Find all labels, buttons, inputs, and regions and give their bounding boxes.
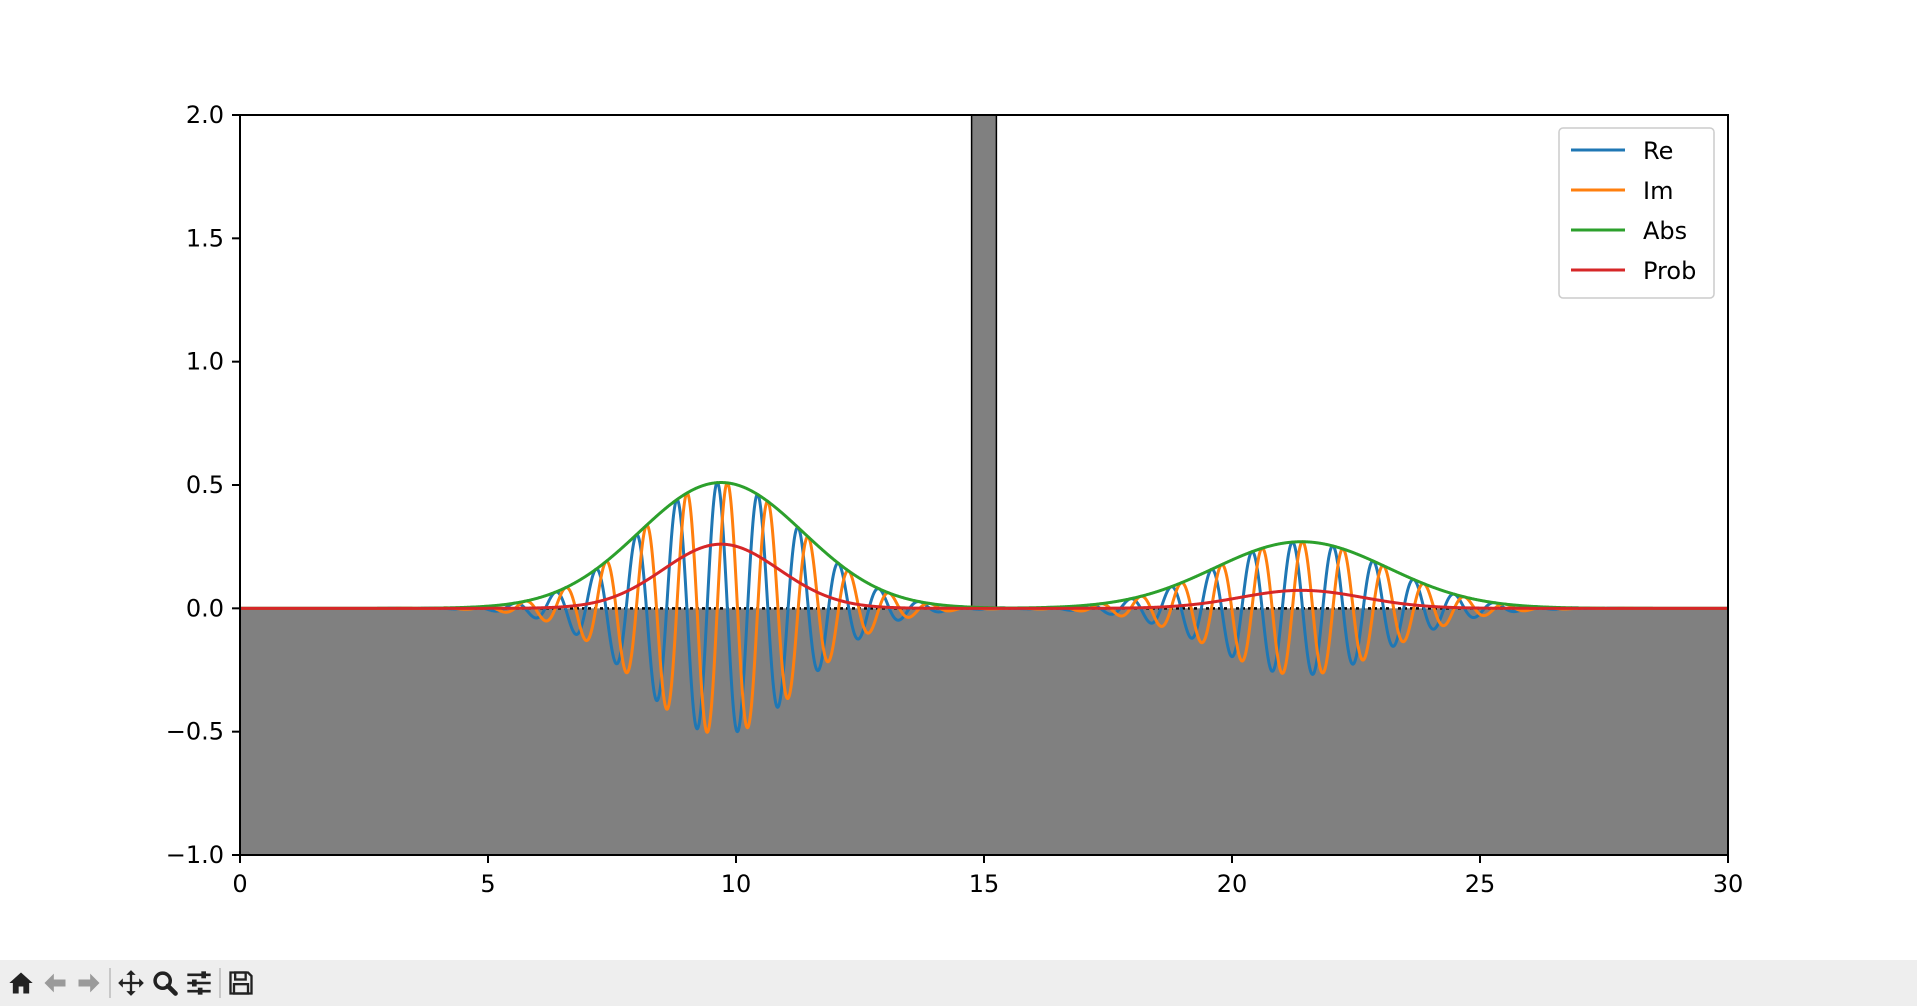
zoom-icon xyxy=(153,971,178,996)
back-button[interactable] xyxy=(38,963,72,1003)
ticks-layer: 0 5 10 15 20 25 30 −1.0 −0.5 0.0 0.5 1.0 1.5 2.0 xyxy=(166,101,1744,898)
x-tick-label: 10 xyxy=(721,870,752,898)
legend-label-re: Re xyxy=(1643,137,1673,165)
toolbar-separator xyxy=(219,968,221,998)
home-icon xyxy=(9,972,33,994)
figure: 0 5 10 15 20 25 30 −1.0 −0.5 0.0 0.5 1.0 1.5 2.0 Re Im… xyxy=(165,101,1744,898)
legend-box xyxy=(1558,127,1715,299)
save-icon xyxy=(229,971,253,995)
x-tick-label: 30 xyxy=(1713,870,1744,898)
x-tick-label: 0 xyxy=(232,870,247,898)
y-tick-label: 1.0 xyxy=(186,348,224,376)
forward-icon xyxy=(78,973,100,993)
legend-label-im: Im xyxy=(1643,177,1673,205)
y-tick-label: 1.5 xyxy=(186,224,224,252)
series-prob-line xyxy=(240,542,1728,610)
series-layer xyxy=(240,481,1728,734)
back-icon xyxy=(44,973,66,993)
pan-icon xyxy=(118,970,144,996)
x-tick-label: 25 xyxy=(1465,870,1496,898)
potential-well xyxy=(240,608,1728,855)
legend-label-abs: Abs xyxy=(1643,217,1687,245)
configure-subplots-icon xyxy=(187,971,211,995)
y-tick-label: 0.0 xyxy=(186,594,224,622)
chart-plot: 0 5 10 15 20 25 30 −1.0 −0.5 0.0 0.5 1.0 1.5 2.0 Re Im… xyxy=(166,101,1744,898)
x-tick-label: 15 xyxy=(969,870,1000,898)
pan-button[interactable] xyxy=(114,963,148,1003)
potential-barrier xyxy=(970,114,998,610)
potential-layer xyxy=(240,114,1728,855)
x-tick-label: 5 xyxy=(480,870,495,898)
legend: Re Im Abs Prob xyxy=(1558,127,1715,299)
configure-subplots-button[interactable] xyxy=(182,963,216,1003)
zoom-button[interactable] xyxy=(148,963,182,1003)
x-tick-label: 20 xyxy=(1217,870,1248,898)
navigation-toolbar xyxy=(0,960,1917,1006)
y-tick-label: 0.5 xyxy=(186,471,224,499)
y-tick-label: −0.5 xyxy=(166,718,224,746)
y-tick-label: 2.0 xyxy=(186,101,224,129)
forward-button[interactable] xyxy=(72,963,106,1003)
legend-label-prob: Prob xyxy=(1643,257,1696,285)
save-button[interactable] xyxy=(224,963,258,1003)
y-tick-label: −1.0 xyxy=(166,841,224,869)
home-button[interactable] xyxy=(4,963,38,1003)
toolbar-separator xyxy=(109,968,111,998)
